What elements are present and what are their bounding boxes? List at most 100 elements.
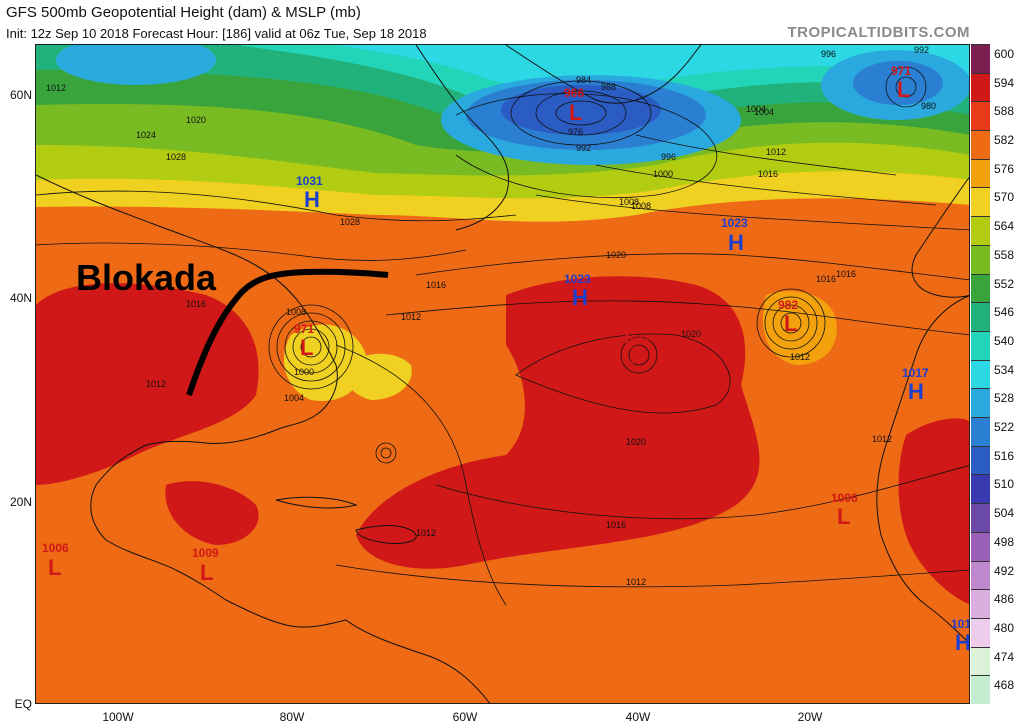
- isobar-label: 992: [914, 45, 929, 55]
- low-pressure-marker: L: [200, 560, 213, 585]
- low-centers: 966 L 971 L 971 L 982 L 1012 L 1006 L 10…: [42, 64, 911, 585]
- ring-small-1: [380, 447, 392, 459]
- colorbar-swatch: [971, 417, 990, 446]
- colorbar-label: 570: [994, 190, 1015, 205]
- ring-ne-2: [885, 66, 927, 108]
- colorbar-swatch: [971, 589, 990, 618]
- low-pressure-value: 1009: [192, 546, 219, 560]
- isobar-label: 1008: [619, 197, 639, 207]
- colorbar-row: 468: [970, 675, 1024, 704]
- colorbar-row: 528: [970, 388, 1024, 418]
- lat-label: 40N: [9, 291, 32, 305]
- ring-north-2: [535, 90, 627, 136]
- low-pressure-value: 971: [891, 64, 911, 78]
- colorbar-swatch: [971, 44, 990, 73]
- colorbar-swatch: [971, 531, 990, 561]
- low-pressure-value: 1006: [831, 491, 858, 505]
- colorbar-row: 516: [970, 445, 1024, 475]
- colorbar-swatch: [971, 273, 990, 303]
- isobar-label: 1028: [340, 217, 360, 227]
- isobar-label: 1008: [631, 201, 651, 211]
- low-pressure-value: 971: [294, 322, 314, 336]
- isobar-label: 1020: [186, 115, 206, 125]
- isobar-label: 1012: [416, 528, 436, 538]
- south-america-coast: [345, 619, 491, 703]
- lon-label: 40W: [625, 710, 651, 724]
- colorbar-swatch: [971, 359, 990, 389]
- colorbar-swatch: [971, 646, 990, 676]
- isobar-label: 1012: [766, 147, 786, 157]
- lon-label: 60W: [452, 710, 478, 724]
- isobar-label: 1012: [626, 577, 646, 587]
- isobar-lines: [36, 93, 969, 606]
- colorbar-label: 480: [994, 620, 1015, 635]
- ring-e-4: [756, 288, 826, 358]
- colorbar-row: 540: [970, 330, 1024, 360]
- cyclone-se-us-warm: [283, 324, 366, 401]
- low-pressure-marker: L: [569, 100, 582, 125]
- map-svg: 1012 1020 1024 1028 1016 1012 1000 1004 …: [36, 45, 969, 703]
- colorbar-swatch: [971, 101, 990, 131]
- isobar-label: 996: [821, 49, 836, 59]
- isobar-1012-north2: [535, 194, 969, 231]
- weather-map: 1012 1020 1024 1028 1016 1012 1000 1004 …: [35, 44, 970, 704]
- colorbar-label: 522: [994, 420, 1015, 435]
- isobar-label: 1004: [284, 393, 304, 403]
- isobar-label: 1004: [746, 104, 766, 114]
- colorbar-swatch: [971, 302, 990, 331]
- colorbar-label: 474: [994, 649, 1015, 664]
- ring-mid-1: [628, 344, 650, 366]
- ring-se-4: [276, 312, 346, 382]
- colorbar-swatch: [971, 216, 990, 245]
- isobar-label: 1016: [426, 280, 446, 290]
- colorbar-row: 480: [970, 617, 1024, 647]
- colorbar-swatch: [971, 330, 990, 360]
- hispaniola: [355, 525, 417, 544]
- coastlines: [36, 45, 969, 703]
- isobar-label: 976: [568, 127, 583, 137]
- colorbar-label: 564: [994, 219, 1015, 234]
- colorbar-row: 588: [970, 101, 1024, 131]
- isobar-1012-west: [335, 344, 507, 606]
- ring-se-5: [268, 304, 354, 390]
- high-pressure-value: 1017: [902, 366, 929, 380]
- colorbar-row: 546: [970, 302, 1024, 331]
- low-pressure-value: 1006: [42, 541, 69, 555]
- colorbar-row: 564: [970, 216, 1024, 245]
- colorbar-row: 474: [970, 646, 1024, 676]
- colorbar-row: 558: [970, 244, 1024, 274]
- high-pressure-marker: H: [908, 379, 924, 404]
- colorbar: 600 594 588 582 576 570 564 558 552 546 540 534 528 5…: [970, 44, 1024, 704]
- low-pressure-value: 982: [778, 298, 798, 312]
- ring-small-2: [375, 442, 397, 464]
- colorbar-swatch: [971, 158, 990, 188]
- ridge-west-588: [36, 283, 259, 485]
- colorbar-swatch: [971, 72, 990, 102]
- isobar-label: 996: [661, 152, 676, 162]
- isobar-label: 1012: [401, 312, 421, 322]
- ridge-gulf-588: [165, 481, 259, 545]
- isobar-label: 1016: [758, 169, 778, 179]
- ring-north-3: [510, 80, 652, 146]
- greenland-coast: [505, 45, 702, 104]
- isobar-label: 1008: [286, 307, 306, 317]
- trough-ne-522: [853, 61, 943, 105]
- colorbar-swatch: [971, 244, 990, 274]
- ridge-africa-588: [898, 418, 969, 605]
- colorbar-label: 600: [994, 47, 1015, 61]
- isobar-1020-closed: [515, 333, 731, 414]
- isobar-1012-north: [36, 242, 467, 261]
- colorbar-row: 582: [970, 130, 1024, 159]
- isobar-label: 1000: [294, 367, 314, 377]
- high-pressure-value: 1031: [296, 174, 323, 188]
- isobar-label: 988: [601, 82, 616, 92]
- colorbar-row: 600: [970, 44, 1024, 73]
- isobar-label: 1020: [626, 437, 646, 447]
- high-centers: 1031 H 1023 H 1023 H 1017 H 101 H: [296, 174, 969, 655]
- isobar-1004-north: [635, 134, 897, 176]
- africa-coast: [876, 295, 969, 644]
- colorbar-label: 492: [994, 563, 1015, 578]
- isobar-label: 1004: [754, 107, 774, 117]
- colorbar-row: 492: [970, 560, 1024, 590]
- isobar-label: 1012: [146, 379, 166, 389]
